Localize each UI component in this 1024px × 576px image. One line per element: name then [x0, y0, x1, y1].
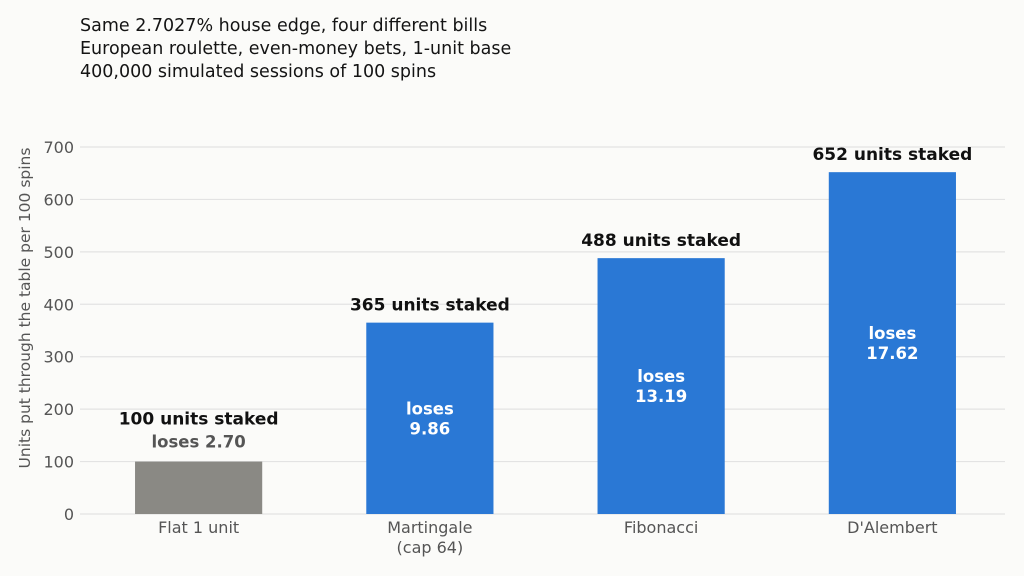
loss-label-1-line-0: loses: [406, 399, 454, 418]
x-tick-label-2-line-0: Fibonacci: [624, 518, 698, 537]
loss-label-2-line-0: loses: [637, 367, 685, 386]
y-tick-label-600: 600: [43, 190, 74, 209]
y-tick-label-700: 700: [43, 138, 74, 157]
staked-label-0: 100 units staked: [119, 410, 279, 430]
x-tick-label-1-line-0: Martingale: [387, 518, 472, 537]
bar-2: [597, 258, 725, 514]
loss-label-1-line-1: 9.86: [410, 419, 451, 438]
loss-label-3-line-1: 17.62: [866, 344, 918, 363]
y-tick-label-0: 0: [64, 505, 74, 524]
bar-1: [366, 322, 494, 514]
chart-subtitle-1: European roulette, even-money bets, 1-un…: [80, 39, 512, 59]
loss-label-2-line-1: 13.19: [635, 387, 687, 406]
x-axis: Flat 1 unit Martingale(cap 64) Fibonacci D'…: [158, 518, 937, 557]
x-tick-label-1-line-1: (cap 64): [397, 538, 464, 557]
loss-label-3-line-0: loses: [868, 324, 916, 343]
x-tick-label-3-line-0: D'Alembert: [847, 518, 937, 537]
chart-titles: Same 2.7027% house edge, four different …: [80, 15, 511, 84]
bar-0: [135, 461, 263, 514]
loss-label-0: loses 2.70: [151, 433, 245, 452]
y-tick-label-300: 300: [43, 348, 74, 367]
bar-3: [828, 172, 956, 514]
y-tick-label-500: 500: [43, 243, 74, 262]
y-axis: 0 100 200 300 400 500 600 700: [43, 138, 74, 524]
y-tick-label-200: 200: [43, 400, 74, 419]
bars: [135, 172, 956, 514]
y-tick-label-100: 100: [43, 453, 74, 472]
staked-label-1: 365 units staked: [350, 296, 510, 316]
x-tick-label-0-line-0: Flat 1 unit: [158, 518, 239, 537]
chart-subtitle-2: 400,000 simulated sessions of 100 spins: [80, 62, 437, 82]
chart-title: Same 2.7027% house edge, four different …: [80, 16, 488, 36]
staked-label-2: 488 units staked: [581, 231, 741, 251]
y-tick-label-400: 400: [43, 295, 74, 314]
y-axis-label: Units put through the table per 100 spin…: [16, 148, 34, 469]
staked-label-3: 652 units staked: [812, 145, 972, 165]
